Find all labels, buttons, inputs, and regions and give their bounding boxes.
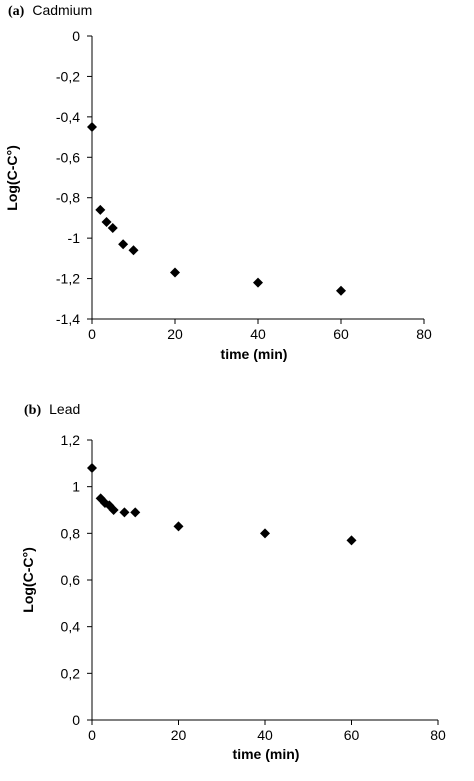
data-point bbox=[170, 267, 180, 278]
panel-cadmium: (a) Cadmium 0 20 40 60 80 0 -0,2 -0,4 -0,6 -0,8 -… bbox=[4, 2, 432, 362]
y-tick-label: 0,6 bbox=[61, 572, 81, 588]
y-tick-label: 0,4 bbox=[61, 619, 81, 635]
y-tick-label: -0,2 bbox=[56, 68, 80, 84]
data-point bbox=[87, 121, 97, 132]
data-point bbox=[101, 216, 112, 227]
x-tick-label: 40 bbox=[250, 326, 266, 342]
data-point bbox=[118, 239, 129, 250]
y-tick-label: -0,4 bbox=[56, 109, 80, 125]
x-tick-label: 60 bbox=[333, 326, 349, 342]
data-point bbox=[253, 277, 263, 288]
x-tick-label: 20 bbox=[167, 326, 183, 342]
x-axis-title: time (min) bbox=[221, 346, 288, 362]
data-points bbox=[87, 121, 346, 296]
panel-a-title: (a) Cadmium bbox=[8, 2, 92, 19]
x-tick-label: 80 bbox=[416, 326, 432, 342]
data-points bbox=[87, 463, 357, 546]
y-tick-label: -1 bbox=[68, 230, 81, 246]
x-tick-label: 20 bbox=[171, 727, 187, 743]
y-axis-ticks: 0 0,2 0,4 0,6 0,8 1 1,2 bbox=[61, 432, 92, 728]
x-tick-label: 80 bbox=[430, 727, 446, 743]
data-point bbox=[336, 285, 346, 296]
x-tick-label: 0 bbox=[88, 727, 96, 743]
data-point bbox=[173, 521, 184, 532]
y-tick-label: 0 bbox=[72, 712, 80, 728]
y-tick-label: 1 bbox=[72, 479, 80, 495]
panel-b-title: (b) Lead bbox=[24, 401, 80, 418]
panel-b-letter: (b) bbox=[24, 403, 41, 418]
data-point bbox=[95, 204, 106, 215]
panel-a-name: Cadmium bbox=[32, 2, 92, 18]
x-tick-label: 0 bbox=[88, 326, 96, 342]
x-axis-ticks: 0 20 40 60 80 bbox=[88, 319, 432, 342]
x-axis-ticks: 0 20 40 60 80 bbox=[88, 720, 446, 743]
y-tick-label: 0 bbox=[72, 28, 80, 44]
y-tick-label: -0,6 bbox=[56, 149, 80, 165]
y-axis-title: Log(C-C°) bbox=[20, 547, 36, 612]
y-tick-label: -0,8 bbox=[56, 190, 80, 206]
data-point bbox=[108, 505, 119, 515]
y-axis-title: Log(C-C°) bbox=[4, 145, 20, 210]
y-tick-label: 0,2 bbox=[61, 665, 81, 681]
data-point bbox=[346, 535, 357, 546]
x-axis-title: time (min) bbox=[233, 746, 300, 762]
data-point bbox=[87, 463, 97, 473]
y-tick-label: 0,8 bbox=[61, 525, 81, 541]
panel-lead: (b) Lead 0 20 40 60 80 0 0,2 0,4 0,6 0,8 1 1,2 tim… bbox=[20, 401, 446, 762]
data-point bbox=[130, 507, 141, 518]
panel-b-name: Lead bbox=[49, 401, 80, 417]
x-tick-label: 60 bbox=[344, 727, 360, 743]
x-tick-label: 40 bbox=[257, 727, 273, 743]
y-axis-ticks: 0 -0,2 -0,4 -0,6 -0,8 -1 -1,2 -1,4 bbox=[56, 28, 92, 327]
data-point bbox=[128, 245, 139, 256]
y-tick-label: 1,2 bbox=[61, 432, 81, 448]
y-tick-label: -1,4 bbox=[56, 311, 80, 327]
data-point bbox=[107, 223, 118, 234]
data-point bbox=[119, 507, 130, 518]
y-tick-label: -1,2 bbox=[56, 271, 80, 287]
data-point bbox=[260, 528, 270, 539]
panel-a-letter: (a) bbox=[8, 4, 25, 19]
